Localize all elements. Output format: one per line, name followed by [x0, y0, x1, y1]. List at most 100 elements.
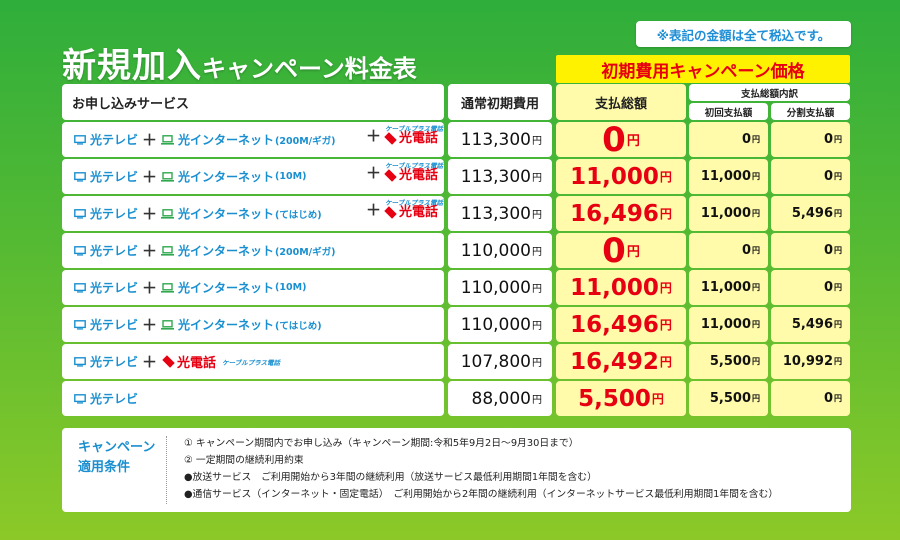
service-tv-label: 光テレビ [90, 281, 139, 295]
table-row-normal-fee: 113,300 円 [448, 159, 552, 194]
table-row-normal-fee: 113,300 円 [448, 196, 552, 231]
service-speed-label: (200M/ギガ) [275, 246, 336, 258]
campaign-conditions: キャンペーン 適用条件 ① キャンペーン期間内でお申し込み（キャンペーン期間:令… [62, 428, 851, 512]
cable-plus-label: ケーブルプラス電話 [385, 161, 443, 170]
tv-icon [74, 319, 86, 330]
phone-logo-icon [384, 206, 397, 219]
table-row-normal-fee: 107,800 円 [448, 344, 552, 379]
title-main: 新規加入 [62, 46, 202, 86]
header-normal-fee: 通常初期費用 [448, 84, 552, 120]
service-net-label: 光インターネット [178, 170, 275, 184]
service-tv-label: 光テレビ [90, 392, 139, 406]
table-row-service: 光テレビ＋光インターネット (200M/ギガ) ＋ケーブルプラス電話 光電話 [62, 122, 444, 157]
header-breakdown: 支払総額内訳 [689, 84, 850, 101]
cable-plus-label: ケーブルプラス電話 [385, 124, 443, 133]
tv-icon [74, 171, 86, 182]
title-sub: キャンペーン料金表 [202, 55, 417, 83]
plus-icon: ＋ [142, 168, 158, 186]
service-net-label: 光インターネット [178, 318, 275, 332]
tax-note: ※表記の金額は全て税込です。 [636, 21, 851, 47]
table-row-normal-fee: 88,000 円 [448, 381, 552, 416]
plus-icon: ＋ [142, 242, 158, 260]
condition-line: ② 一定期間の継続利用約束 [184, 455, 304, 466]
conditions-label: キャンペーン 適用条件 [78, 440, 156, 475]
table-row-service: 光テレビ＋ 光インターネット (てはじめ) [62, 307, 444, 342]
table-row-installment: 10,992 円 [771, 344, 850, 379]
tv-icon [74, 208, 86, 219]
table-row-normal-fee: 113,300 円 [448, 122, 552, 157]
table-row-first-payment: 5,500 円 [689, 344, 768, 379]
table-row-first-payment: 11,000 円 [689, 159, 768, 194]
table-row-total: 16,496 円 [556, 307, 686, 342]
header-total: 支払総額 [556, 84, 686, 120]
service-tv-label: 光テレビ [90, 133, 139, 147]
service-net-label: 光インターネット [178, 207, 275, 221]
tv-icon [74, 134, 86, 145]
condition-line: ●放送サービス ご利用開始から3年間の継続利用（放送サービス最低利用期間1年間を… [184, 472, 597, 483]
header-service: お申し込みサービス [62, 84, 444, 120]
phone-service: 光電話 ケーブルプラス電話 [162, 352, 281, 371]
table-row-first-payment: 11,000 円 [689, 270, 768, 305]
cable-plus-label: ケーブルプラス電話 [222, 358, 281, 367]
table-row-total: 11,000 円 [556, 270, 686, 305]
table-row-service: 光テレビ＋光インターネット (てはじめ) ＋ケーブルプラス電話 光電話 [62, 196, 444, 231]
tv-icon [74, 282, 86, 293]
plus-icon: ＋ [142, 205, 158, 223]
plus-icon: ＋ [366, 127, 382, 145]
table-row-installment: 5,496 円 [771, 196, 850, 231]
phone-logo: ケーブルプラス電話 光電話 [384, 124, 443, 145]
service-speed-label: (200M/ギガ) [275, 135, 336, 147]
conditions-divider [166, 436, 168, 504]
phone-service: ＋ケーブルプラス電話 光電話 [362, 199, 443, 220]
computer-icon [161, 134, 175, 145]
table-row-first-payment: 11,000 円 [689, 196, 768, 231]
table-row-total: 5,500 円 [556, 381, 686, 416]
service-phone-label: 光電話 [399, 205, 439, 221]
service-speed-label: (てはじめ) [275, 320, 322, 332]
phone-logo-icon [384, 132, 397, 145]
header-first-payment: 初回支払額 [689, 103, 768, 120]
table-row-total: 16,496 円 [556, 196, 686, 231]
plus-icon: ＋ [142, 279, 158, 297]
service-net-label: 光インターネット [178, 244, 275, 258]
service-tv-label: 光テレビ [90, 244, 139, 258]
table-row-total: 11,000 円 [556, 159, 686, 194]
phone-service: ＋ケーブルプラス電話 光電話 [362, 162, 443, 183]
computer-icon [161, 245, 175, 256]
plus-icon: ＋ [366, 201, 382, 219]
phone-logo-icon [384, 169, 397, 182]
service-tv-label: 光テレビ [90, 318, 139, 332]
condition-line: ●通信サービス（インターネット・固定電話） ご利用開始から2年間の継続利用（イン… [184, 489, 779, 500]
service-net-label: 光インターネット [178, 281, 275, 295]
plus-icon: ＋ [142, 131, 158, 149]
table-row-service: 光テレビ＋ 光インターネット (200M/ギガ) [62, 233, 444, 268]
page-title: 新規加入キャンペーン料金表 [62, 38, 417, 87]
plus-icon: ＋ [142, 316, 158, 334]
phone-logo: ケーブルプラス電話 光電話 [384, 161, 443, 184]
service-speed-label: (10M) [275, 282, 307, 293]
tv-icon [74, 393, 86, 404]
phone-logo: ケーブルプラス電話 光電話 [384, 200, 443, 221]
tv-icon [74, 356, 86, 367]
phone-service: ＋ケーブルプラス電話 光電話 [362, 125, 443, 146]
conditions-lines: ① キャンペーン期間内でお申し込み（キャンペーン期間:令和5年9月2日～9月30… [184, 435, 778, 503]
service-tv-label: 光テレビ [90, 355, 139, 369]
computer-icon [161, 171, 175, 182]
service-phone-label: 光電話 [177, 356, 217, 371]
campaign-banner: 初期費用キャンペーン価格 [556, 55, 850, 83]
service-net-label: 光インターネット [178, 133, 275, 147]
table-row-total: 16,492 円 [556, 344, 686, 379]
table-row-normal-fee: 110,000 円 [448, 307, 552, 342]
service-phone-label: 光電話 [399, 168, 439, 184]
table-row-normal-fee: 110,000 円 [448, 270, 552, 305]
table-row-normal-fee: 110,000 円 [448, 233, 552, 268]
service-tv-label: 光テレビ [90, 170, 139, 184]
